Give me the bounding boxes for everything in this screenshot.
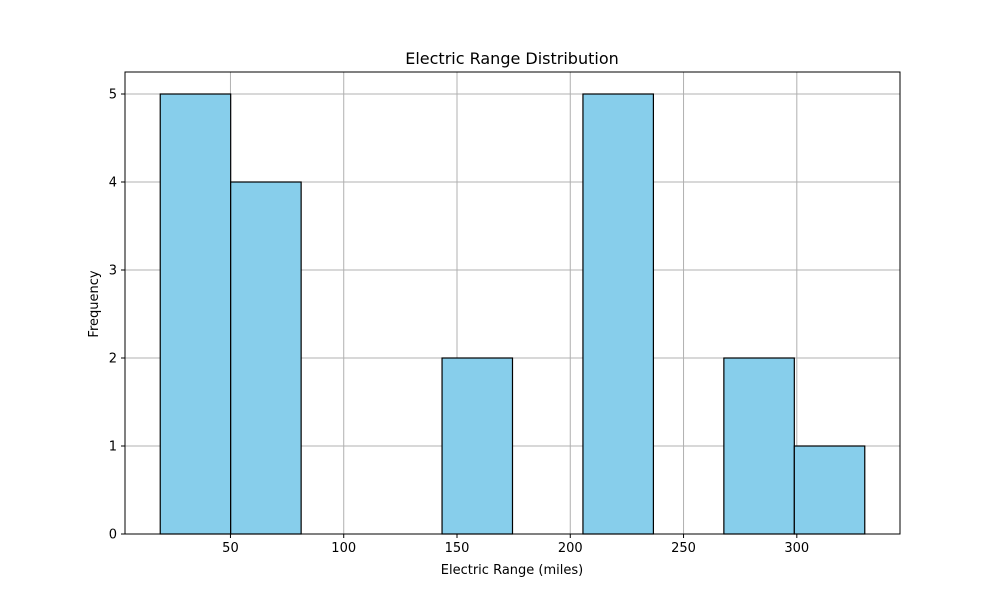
x-axis-title: Electric Range (miles) bbox=[441, 563, 583, 578]
histogram-bar bbox=[441, 357, 514, 535]
y-tick-label: 3 bbox=[109, 264, 117, 279]
plot-frame bbox=[124, 71, 901, 535]
y-tick-label: 5 bbox=[109, 88, 117, 103]
chart-title: Electric Range Distribution bbox=[405, 49, 619, 68]
bars-layer bbox=[159, 93, 866, 535]
histogram-bar bbox=[793, 445, 866, 535]
x-tick-label: 100 bbox=[331, 541, 356, 556]
histogram-bar bbox=[723, 357, 795, 535]
histogram-bar bbox=[230, 181, 302, 535]
y-tick-label: 2 bbox=[109, 352, 117, 367]
y-tick-label: 0 bbox=[109, 528, 117, 543]
x-tick-label: 300 bbox=[784, 541, 809, 556]
x-tick-label: 150 bbox=[445, 541, 470, 556]
y-tick-label: 4 bbox=[109, 176, 117, 191]
x-tick-label: 50 bbox=[222, 541, 239, 556]
y-axis-title: Frequency bbox=[87, 270, 102, 337]
x-tick-label: 250 bbox=[671, 541, 696, 556]
x-tick-label: 200 bbox=[558, 541, 583, 556]
histogram-bar bbox=[582, 93, 655, 535]
ticks-layer: 50 100 150 200 250 300 0 1 2 3 4 5 bbox=[109, 88, 810, 557]
histogram-bar bbox=[159, 93, 232, 535]
y-tick-label: 1 bbox=[109, 440, 117, 455]
